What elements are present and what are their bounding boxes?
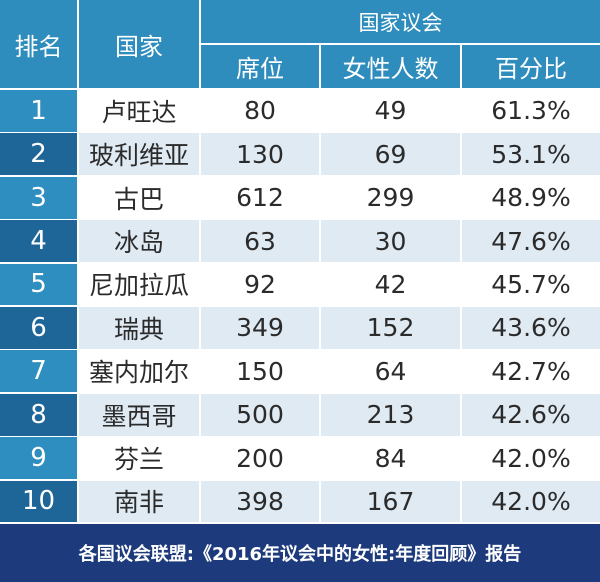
cell-percent: 42.0% (462, 480, 600, 523)
cell-rank: 6 (0, 307, 77, 349)
cell-rank: 7 (0, 350, 77, 393)
cell-percent: 43.6% (462, 307, 600, 349)
cell-country: 芬兰 (79, 437, 199, 479)
cell-seats: 80 (201, 90, 319, 132)
cell-country: 尼加拉瓜 (79, 263, 199, 306)
cell-country: 古巴 (79, 176, 199, 219)
cell-percent: 42.0% (462, 437, 600, 479)
cell-country: 南非 (79, 480, 199, 523)
cell-women: 49 (321, 90, 460, 132)
cell-women: 30 (321, 220, 460, 262)
cell-women: 69 (321, 133, 460, 176)
cell-seats: 150 (201, 350, 319, 393)
cell-percent: 42.7% (462, 350, 600, 393)
header-group-parliament: 国家议会 (201, 0, 600, 43)
cell-percent: 47.6% (462, 220, 600, 262)
cell-seats: 612 (201, 176, 319, 219)
cell-rank: 2 (0, 133, 77, 176)
header-rank: 排名 (0, 0, 77, 88)
cell-percent: 42.6% (462, 393, 600, 436)
cell-women: 84 (321, 437, 460, 479)
cell-rank: 10 (0, 480, 77, 523)
cell-seats: 63 (201, 220, 319, 262)
header-percent: 百分比 (462, 45, 600, 88)
header-women: 女性人数 (321, 45, 460, 88)
cell-seats: 349 (201, 307, 319, 349)
cell-percent: 48.9% (462, 176, 600, 219)
cell-rank: 5 (0, 263, 77, 306)
cell-country: 塞内加尔 (79, 350, 199, 393)
cell-women: 167 (321, 480, 460, 523)
header-country: 国家 (79, 0, 199, 88)
source-note: 各国议会联盟:《2016年议会中的女性:年度回顾》报告 (0, 524, 600, 582)
cell-rank: 9 (0, 437, 77, 479)
cell-seats: 92 (201, 263, 319, 306)
cell-country: 瑞典 (79, 307, 199, 349)
cell-seats: 398 (201, 480, 319, 523)
cell-women: 42 (321, 263, 460, 306)
header-seats: 席位 (201, 45, 319, 88)
cell-women: 64 (321, 350, 460, 393)
cell-rank: 8 (0, 393, 77, 436)
cell-women: 299 (321, 176, 460, 219)
cell-seats: 200 (201, 437, 319, 479)
cell-country: 玻利维亚 (79, 133, 199, 176)
cell-country: 墨西哥 (79, 393, 199, 436)
cell-percent: 53.1% (462, 133, 600, 176)
cell-women: 152 (321, 307, 460, 349)
cell-rank: 4 (0, 220, 77, 262)
cell-rank: 1 (0, 90, 77, 132)
cell-rank: 3 (0, 176, 77, 219)
cell-percent: 45.7% (462, 263, 600, 306)
cell-seats: 500 (201, 393, 319, 436)
cell-country: 卢旺达 (79, 90, 199, 132)
cell-women: 213 (321, 393, 460, 436)
cell-percent: 61.3% (462, 90, 600, 132)
cell-country: 冰岛 (79, 220, 199, 262)
cell-seats: 130 (201, 133, 319, 176)
